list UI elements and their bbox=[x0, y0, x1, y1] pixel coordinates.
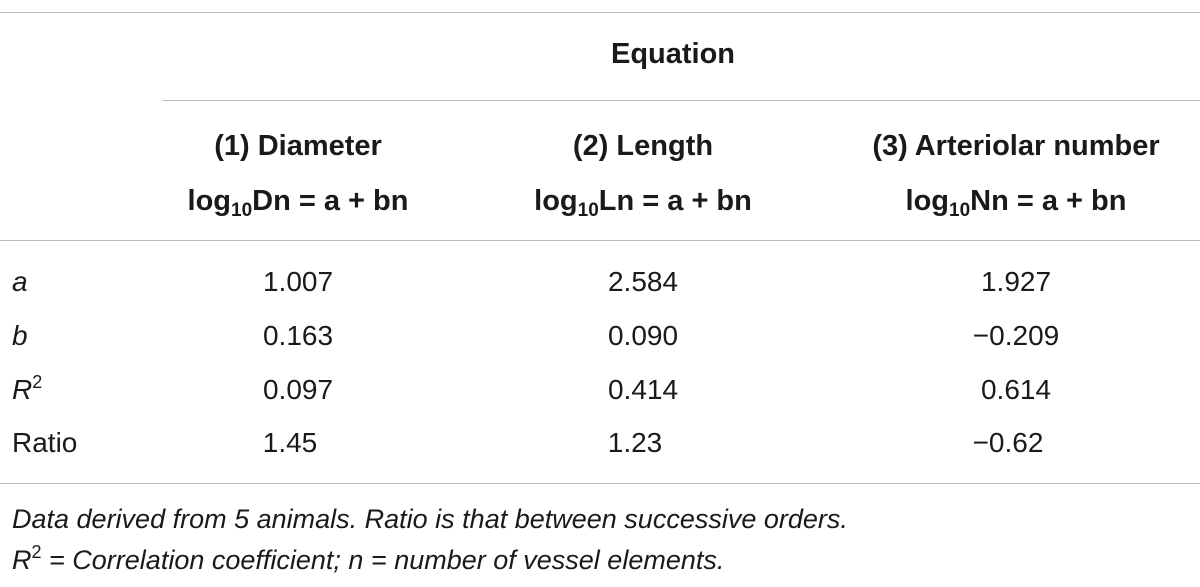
footnote-line-1: Data derived from 5 animals. Ratio is th… bbox=[12, 504, 848, 534]
row-label-b: b bbox=[12, 320, 28, 351]
column-title-arteriolar-number: (3) Arteriolar number bbox=[872, 130, 1160, 162]
table-cell: 0.090 bbox=[607, 320, 679, 351]
column-formula-diameter: log10Dn = a + bn bbox=[187, 185, 409, 221]
column-formula-arteriolar-number: log10Nn = a + bn bbox=[905, 185, 1127, 221]
row-label-a: a bbox=[12, 266, 28, 297]
header-bottom-rule bbox=[0, 240, 1200, 241]
table-bottom-rule bbox=[0, 483, 1200, 484]
table-cell: 0.414 bbox=[607, 374, 679, 405]
table-cell: 1.45 bbox=[262, 427, 318, 458]
column-title-length: (2) Length bbox=[572, 130, 714, 162]
spanner-rule bbox=[162, 100, 1200, 101]
table-cell: 1.007 bbox=[262, 266, 334, 297]
table-cell: 0.163 bbox=[262, 320, 334, 351]
footnote-line-2: R2 = Correlation coefficient; n = number… bbox=[12, 542, 725, 575]
table-cell: 0.614 bbox=[980, 374, 1052, 405]
column-title-diameter: (1) Diameter bbox=[214, 130, 382, 162]
column-formula-length: log10Ln = a + bn bbox=[534, 185, 752, 221]
table-cell: 0.097 bbox=[262, 374, 334, 405]
table-cell: 1.23 bbox=[607, 427, 663, 458]
table-cell: −0.62 bbox=[972, 427, 1044, 458]
row-label-r-squared: R2 bbox=[12, 372, 43, 405]
spanner-header: Equation bbox=[610, 38, 736, 70]
table-cell: −0.209 bbox=[972, 320, 1060, 351]
table-cell: 1.927 bbox=[980, 266, 1052, 297]
row-label-ratio: Ratio bbox=[12, 427, 78, 458]
top-rule bbox=[0, 12, 1200, 13]
table-cell: 2.584 bbox=[607, 266, 679, 297]
